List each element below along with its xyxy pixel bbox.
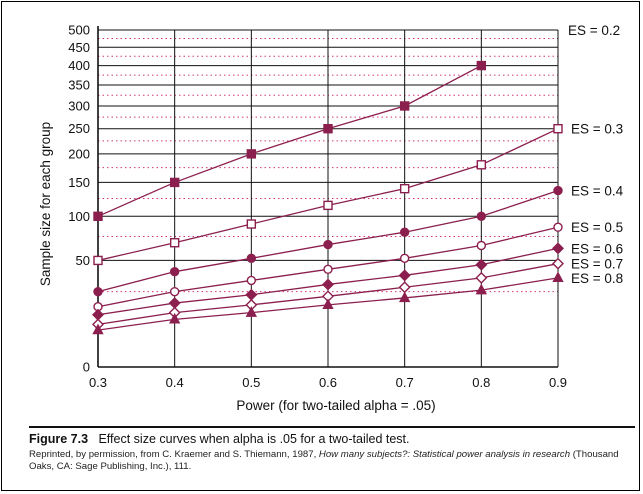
figure-label: Figure 7.3	[29, 432, 89, 446]
data-point	[168, 297, 181, 310]
data-point	[399, 227, 410, 237]
x-tick-label: 0.3	[89, 375, 107, 390]
y-tick-label: 500	[68, 23, 90, 38]
data-point	[476, 60, 487, 71]
credit-prefix: Reprinted, by permission, from C. Kraeme…	[29, 449, 319, 460]
figure-caption: Figure 7.3 Effect size curves when alpha…	[29, 426, 635, 473]
data-point	[476, 160, 487, 170]
data-point	[322, 298, 334, 310]
data-point	[93, 211, 103, 221]
data-point	[92, 323, 104, 335]
data-point	[398, 281, 411, 294]
data-point	[169, 312, 181, 324]
y-tick-label: 450	[68, 40, 90, 55]
data-point	[323, 124, 333, 134]
data-point	[552, 271, 564, 283]
data-point	[553, 124, 563, 134]
x-tick-label: 0.6	[319, 375, 337, 390]
series-label: ES = 0.8	[571, 271, 623, 286]
y-tick-label: 50	[76, 253, 90, 268]
data-point	[399, 101, 410, 111]
data-point	[323, 239, 333, 250]
credit-title: How many subjects?: Statistical power an…	[318, 449, 571, 460]
y-tick-label: 250	[68, 121, 90, 136]
series-line	[97, 65, 482, 217]
effect-size-chart: 0 50 100 150 200 250 300 350 400 450 500 0.3 0.4 0.5 0…	[38, 23, 624, 414]
credit-suffix: (Thousand Oaks, CA: Sage Publishing, Inc…	[29, 449, 619, 472]
data-point	[323, 264, 333, 275]
y-tick-label: 400	[68, 58, 90, 73]
data-point	[245, 306, 257, 317]
series-04: ES = 0.4	[93, 184, 624, 297]
data-point	[553, 222, 563, 232]
series-label: ES = 0.3	[571, 122, 623, 137]
data-point	[552, 242, 564, 255]
x-tick-label: 0.8	[472, 375, 490, 390]
data-point	[93, 255, 103, 266]
y-tick-label: 150	[68, 175, 90, 190]
series-label: ES = 0.4	[571, 184, 624, 199]
y-tick-label: 350	[68, 78, 90, 93]
x-tick-label: 0.9	[549, 375, 567, 390]
y-tick-label: 0	[83, 360, 90, 375]
data-point	[169, 238, 180, 248]
chart-grid	[98, 29, 559, 367]
data-point	[169, 177, 180, 188]
series-06: ES = 0.6	[92, 241, 623, 321]
series-label: ES = 0.2	[568, 23, 620, 38]
data-point	[246, 275, 257, 286]
series-label: ES = 0.5	[571, 220, 623, 235]
data-point	[399, 183, 410, 194]
chart-series: ES = 0.2 ES = 0.3 ES = 0.4 ES = 0.5 ES = 0.6…	[92, 23, 624, 335]
y-tick-label: 300	[68, 98, 90, 113]
data-point	[398, 269, 411, 282]
series-label: ES = 0.7	[571, 257, 623, 272]
data-point	[476, 240, 487, 251]
data-point	[246, 253, 257, 264]
data-point	[399, 253, 410, 264]
data-point	[92, 308, 104, 321]
data-point	[475, 271, 488, 284]
series-05: ES = 0.5	[93, 220, 623, 312]
data-point	[476, 211, 487, 221]
chart-axes: 0 50 100 150 200 250 300 350 400 450 500 0.3 0.4 0.5 0…	[68, 23, 567, 391]
caption-text: Effect size curves when alpha is .05 for…	[98, 432, 410, 446]
data-point	[552, 257, 564, 270]
x-axis-label: Power (for two-tailed alpha = .05)	[236, 398, 435, 413]
data-point	[553, 185, 563, 196]
caption-credit: Reprinted, by permission, from C. Kraeme…	[29, 449, 635, 473]
data-point	[93, 286, 103, 297]
data-point	[169, 286, 180, 297]
y-tick-label: 100	[68, 209, 90, 224]
data-point	[246, 219, 257, 229]
x-tick-label: 0.5	[242, 375, 260, 390]
x-tick-label: 0.4	[166, 375, 184, 390]
data-point	[475, 283, 487, 295]
x-tick-label: 0.7	[396, 375, 414, 390]
caption-title-line: Figure 7.3 Effect size curves when alpha…	[29, 431, 635, 447]
series-08: ES = 0.8	[92, 271, 623, 335]
data-point	[323, 200, 333, 211]
series-02: ES = 0.2	[93, 23, 620, 221]
y-axis-label: Sample size for each group	[38, 122, 53, 286]
data-point	[399, 291, 411, 303]
data-point	[246, 149, 257, 159]
series-03: ES = 0.3	[93, 122, 623, 266]
series-label: ES = 0.6	[571, 241, 623, 256]
data-point	[322, 278, 334, 291]
y-tick-label: 200	[68, 146, 90, 161]
data-point	[169, 266, 180, 277]
data-point	[475, 258, 488, 271]
